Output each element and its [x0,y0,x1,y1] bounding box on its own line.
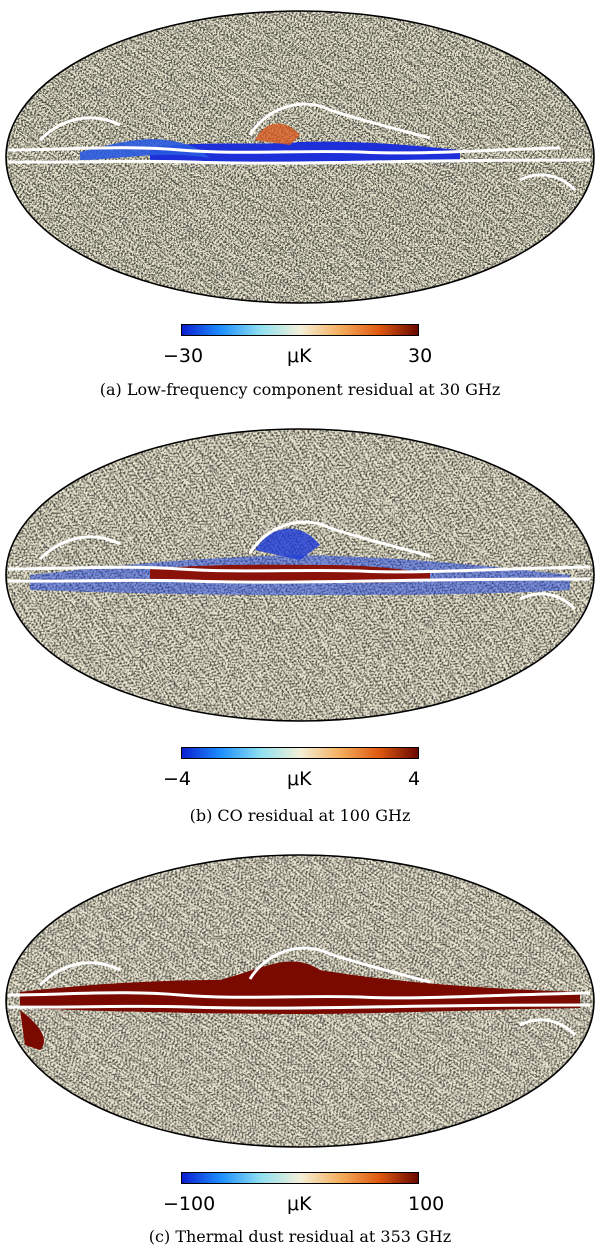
colorbar-min-label-c: −100 [163,1193,216,1215]
colorbar-unit-label-b: μK [287,768,312,790]
mask-contour-b [7,520,591,611]
panel-c: −100 μK 100 (c) Thermal dust residual at… [0,850,600,1258]
mask-contour-a [7,102,591,192]
colorbar-min-label-b: −4 [163,768,192,790]
sky-map-c [5,854,595,1148]
colorbar-max-label-c: 100 [408,1193,445,1215]
caption-c: (c) Thermal dust residual at 353 GHz [148,1227,452,1246]
colorbar-min-label-a: −30 [163,345,204,367]
colorbar-unit-label-c: μK [287,1193,312,1215]
sky-map-b [5,428,595,722]
mask-contour-c [7,946,591,1037]
colorbar-unit-label-a: μK [287,345,312,367]
sky-map-a [5,10,595,304]
colorbar-b [181,747,419,759]
colorbar-max-label-a: 30 [408,345,433,367]
colorbar-c [181,1172,419,1184]
galactic-plane-c [20,961,580,1014]
panel-a: −30 μK 30 (a) Low-frequency component re… [0,0,600,420]
panel-b: −4 μK 4 (b) CO residual at 100 GHz [0,425,600,845]
colorbar-max-label-b: 4 [408,768,421,790]
caption-b: (b) CO residual at 100 GHz [189,806,411,825]
caption-a: (a) Low-frequency component residual at … [99,380,501,399]
colorbar-a [181,324,419,336]
